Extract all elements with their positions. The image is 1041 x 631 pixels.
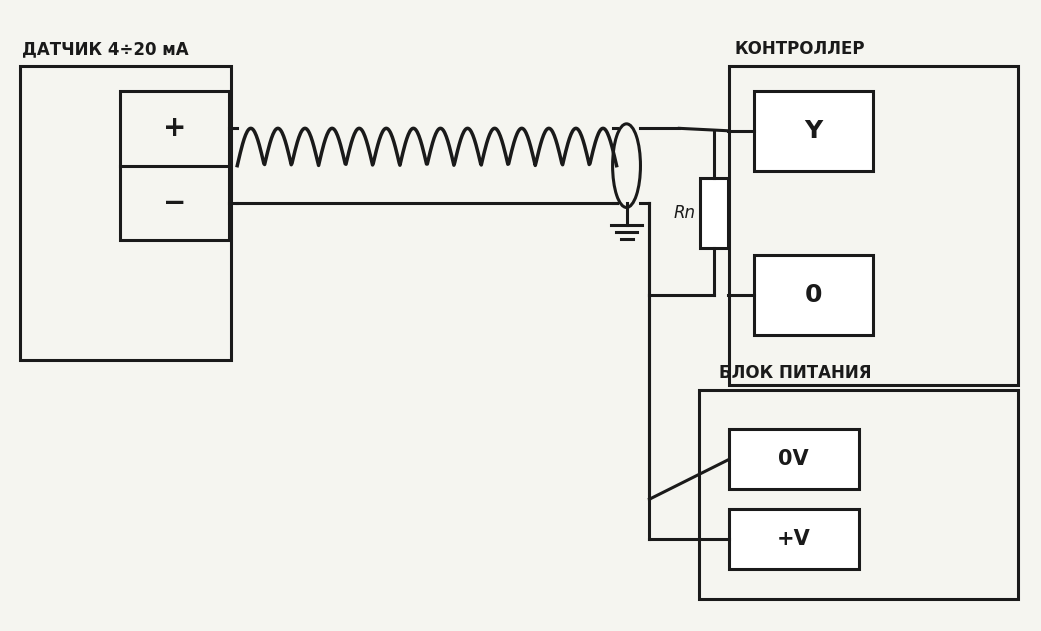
Bar: [700, 390, 1018, 599]
Text: Rn: Rn: [674, 204, 695, 222]
Bar: [120, 91, 229, 240]
Text: +V: +V: [777, 529, 811, 549]
Bar: [729, 430, 859, 489]
Bar: [729, 509, 859, 569]
Text: КОНТРОЛЛЕР: КОНТРОЛЛЕР: [734, 40, 865, 58]
Text: −: −: [162, 189, 186, 217]
Bar: [729, 66, 1018, 385]
Bar: [701, 178, 728, 248]
Text: 0V: 0V: [779, 449, 809, 469]
Text: 0: 0: [805, 283, 822, 307]
Bar: [754, 91, 873, 170]
Bar: [754, 256, 873, 335]
Text: ДАТЧИК 4÷20 мА: ДАТЧИК 4÷20 мА: [22, 40, 188, 58]
Text: +: +: [162, 114, 186, 143]
Bar: [20, 66, 231, 360]
Text: Y: Y: [805, 119, 822, 143]
Text: БЛОК ПИТАНИЯ: БЛОК ПИТАНИЯ: [719, 363, 871, 382]
